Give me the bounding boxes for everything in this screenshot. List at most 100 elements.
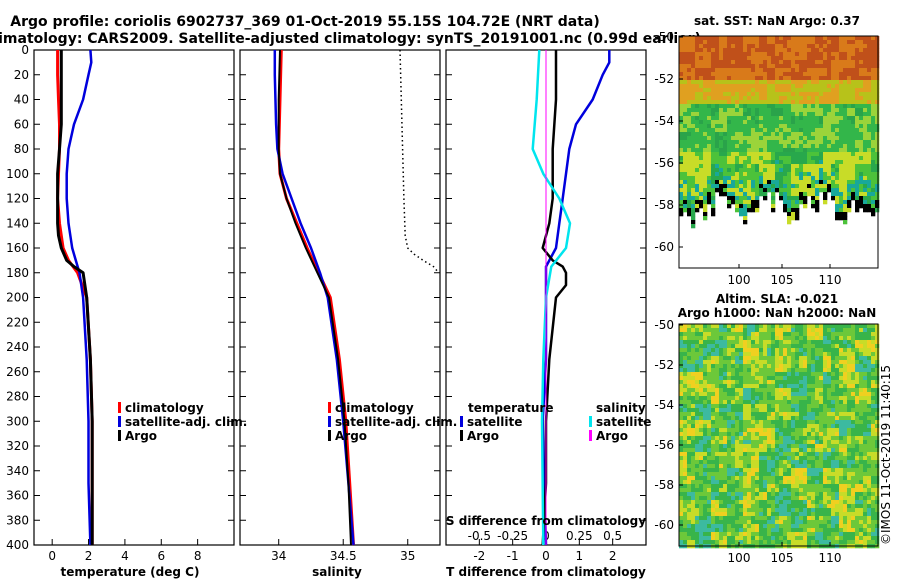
map-cell	[767, 324, 772, 329]
map-cell	[859, 104, 864, 109]
series-line-satellite-adj-clim-	[65, 49, 93, 546]
map-cell	[787, 404, 792, 409]
map-cell	[723, 180, 728, 185]
map-cell	[835, 68, 840, 73]
map-cell	[775, 388, 780, 393]
map-cell	[847, 48, 852, 53]
map-cell	[687, 92, 692, 97]
map-cell	[691, 440, 696, 445]
map-cell	[871, 184, 876, 189]
map-cell	[815, 512, 820, 517]
map-cell	[795, 52, 800, 57]
map-cell	[783, 188, 788, 193]
map-cell	[779, 496, 784, 501]
map-cell	[687, 68, 692, 73]
map-cell	[719, 168, 724, 173]
map-cell	[863, 348, 868, 353]
map-cell	[795, 132, 800, 137]
map-cell	[719, 144, 724, 149]
map-cell	[771, 456, 776, 461]
map-cell	[803, 528, 808, 533]
map-cell	[855, 184, 860, 189]
map-cell	[771, 432, 776, 437]
map-cell	[707, 96, 712, 101]
map-cell	[747, 204, 752, 209]
map-cell	[867, 332, 872, 337]
map-cell	[731, 148, 736, 153]
map-cell	[735, 120, 740, 125]
map-cell	[699, 412, 704, 417]
map-cell	[807, 452, 812, 457]
map-cell	[787, 180, 792, 185]
map-cell	[863, 396, 868, 401]
map-cell	[811, 344, 816, 349]
map-cell	[695, 452, 700, 457]
map-cell	[807, 460, 812, 465]
map-cell	[739, 100, 744, 105]
map-cell	[803, 168, 808, 173]
map-cell	[731, 168, 736, 173]
map-cell	[759, 344, 764, 349]
map-cell	[863, 404, 868, 409]
map-cell	[819, 356, 824, 361]
map-cell	[791, 476, 796, 481]
map-cell	[819, 420, 824, 425]
map-cell	[687, 376, 692, 381]
map-cell	[871, 180, 876, 185]
map-cell	[815, 60, 820, 65]
map-cell	[695, 80, 700, 85]
map-cell	[799, 144, 804, 149]
map-cell	[775, 432, 780, 437]
map-cell	[767, 356, 772, 361]
map-cell	[791, 380, 796, 385]
map-cell	[683, 104, 688, 109]
map-cell	[831, 88, 836, 93]
map-cell	[731, 192, 736, 197]
map-cell	[823, 456, 828, 461]
map-cell	[739, 488, 744, 493]
map-cell	[867, 76, 872, 81]
map-cell	[843, 92, 848, 97]
map-cell	[747, 336, 752, 341]
map-cell	[723, 480, 728, 485]
map-cell	[855, 180, 860, 185]
map-cell	[763, 512, 768, 517]
map-cell	[767, 500, 772, 505]
map-cell	[811, 504, 816, 509]
map-cell	[835, 404, 840, 409]
map-cell	[687, 340, 692, 345]
map-cell	[747, 104, 752, 109]
map-cell	[695, 172, 700, 177]
map-cell	[823, 496, 828, 501]
map-cell	[779, 344, 784, 349]
map-cell	[723, 460, 728, 465]
map-cell	[799, 440, 804, 445]
map-cell	[767, 132, 772, 137]
map-cell	[827, 104, 832, 109]
map-cell	[719, 436, 724, 441]
map-cell	[691, 48, 696, 53]
map-cell	[695, 432, 700, 437]
map-cell	[803, 196, 808, 201]
map-cell	[767, 436, 772, 441]
map-cell	[711, 408, 716, 413]
map-cell	[859, 416, 864, 421]
map-cell	[795, 508, 800, 513]
map-cell	[835, 92, 840, 97]
map-cell	[835, 356, 840, 361]
map-cell	[743, 100, 748, 105]
map-cell	[727, 412, 732, 417]
map-cell	[843, 420, 848, 425]
temperature-legend: climatology satellite-adj. clim. Argo	[118, 401, 247, 443]
map-cell	[699, 80, 704, 85]
map-cell	[847, 392, 852, 397]
map-cell	[759, 40, 764, 45]
map-cell	[755, 412, 760, 417]
map-cell	[743, 372, 748, 377]
map-cell	[815, 520, 820, 525]
map-cell	[683, 452, 688, 457]
map-cell	[723, 72, 728, 77]
map-cell	[699, 484, 704, 489]
map-cell	[743, 376, 748, 381]
map-cell	[851, 336, 856, 341]
